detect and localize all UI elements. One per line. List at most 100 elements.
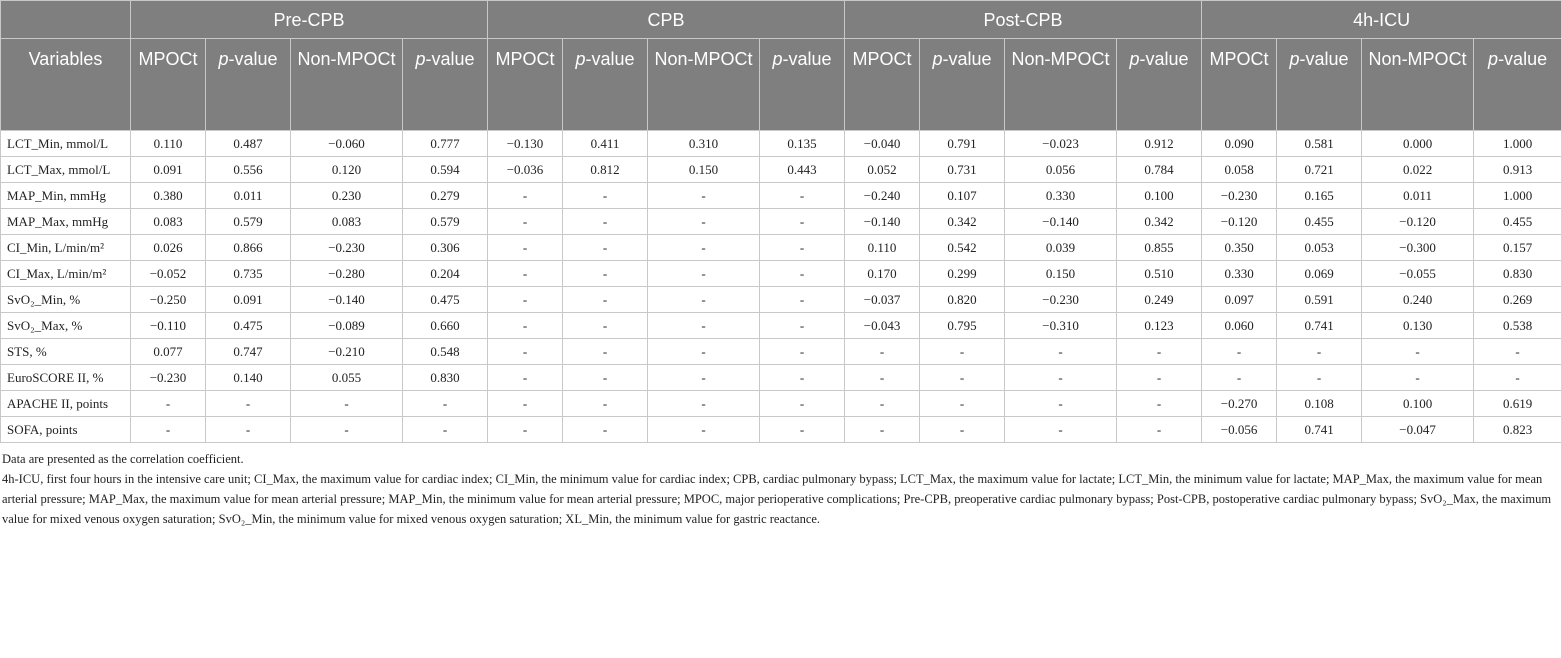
cell: 0.000 (1361, 130, 1475, 157)
cell: 0.475 (401, 286, 489, 313)
cell: 0.026 (130, 234, 206, 261)
cell: −0.089 (290, 312, 403, 339)
cell: −0.055 (1361, 260, 1475, 287)
cell: - (487, 364, 564, 391)
footnote: Data are presented as the correlation co… (2, 452, 244, 466)
cell: 0.913 (1473, 156, 1561, 183)
cell: 0.350 (1201, 234, 1278, 261)
cell: - (844, 416, 921, 443)
cell: 0.083 (290, 208, 403, 235)
cell: 0.240 (1361, 286, 1475, 313)
cell: 0.660 (401, 312, 489, 339)
cell: −0.230 (1201, 182, 1278, 209)
cell: 0.077 (130, 338, 206, 365)
row-label: MAP_Min, mmHg (0, 182, 131, 209)
cell: 0.055 (290, 364, 403, 391)
cell: 1.000 (1473, 182, 1561, 209)
group-header: 4h-ICU (1201, 0, 1561, 39)
table-row: MAP_Max, mmHg 0.083 0.579 0.083 0.579- - - - −0.… (0, 208, 1561, 235)
row-label: APACHE II, points (0, 390, 131, 417)
cell: 0.579 (205, 208, 291, 235)
cell: 0.170 (844, 260, 921, 287)
column-header: p-value (562, 38, 649, 131)
header-corner (0, 0, 131, 39)
cell: 0.011 (1361, 182, 1475, 209)
cell: −0.056 (1201, 416, 1278, 443)
cell: - (290, 416, 403, 443)
cell: 0.230 (290, 182, 403, 209)
cell: 0.594 (401, 156, 489, 183)
cell: 0.795 (919, 312, 1006, 339)
cell: −0.310 (1004, 312, 1118, 339)
cell: −0.140 (1004, 208, 1118, 235)
cell: - (1361, 338, 1475, 365)
cell: 0.011 (205, 182, 291, 209)
cell: 0.912 (1116, 130, 1203, 157)
cell: - (759, 338, 846, 365)
column-header: Non-MPOCt (1004, 38, 1118, 131)
cell: 1.000 (1473, 130, 1561, 157)
cell: −0.060 (290, 130, 403, 157)
cell: 0.411 (562, 130, 649, 157)
cell: - (759, 312, 846, 339)
cell: 0.130 (1361, 312, 1475, 339)
cell: 0.443 (759, 156, 846, 183)
cell: 0.306 (401, 234, 489, 261)
row-label: LCT_Min, mmol/L (0, 130, 131, 157)
cell: - (487, 390, 564, 417)
cell: - (401, 416, 489, 443)
group-header: Pre-CPB (129, 0, 489, 39)
cell: 0.455 (1276, 208, 1363, 235)
cell: 0.097 (1201, 286, 1278, 313)
cell: - (1201, 338, 1278, 365)
cell: - (647, 364, 761, 391)
cell: 0.091 (130, 156, 206, 183)
column-header: MPOCt (130, 38, 206, 131)
table-row: MAP_Min, mmHg 0.380 0.011 0.230 0.279- - - - −0.… (0, 182, 1561, 209)
cell: 0.279 (401, 182, 489, 209)
cell: - (562, 390, 649, 417)
cell: −0.300 (1361, 234, 1475, 261)
cell: - (562, 182, 649, 209)
cell: 0.150 (647, 156, 761, 183)
column-header: p-value (1116, 38, 1203, 131)
cell: - (487, 182, 564, 209)
cell: −0.023 (1004, 130, 1118, 157)
cell: - (844, 364, 921, 391)
table-row: CI_Min, L/min/m² 0.026 0.866 −0.230 0.306- - -… (0, 234, 1561, 261)
cell: - (487, 234, 564, 261)
cell: 0.579 (401, 208, 489, 235)
cell: −0.280 (290, 260, 403, 287)
cell: - (290, 390, 403, 417)
row-label: CI_Min, L/min/m² (0, 234, 131, 261)
cell: - (759, 234, 846, 261)
cell: 0.548 (401, 338, 489, 365)
column-header: p-value (759, 38, 846, 131)
cell: - (1116, 390, 1203, 417)
column-header: p-value (205, 38, 291, 131)
cell: 0.777 (401, 130, 489, 157)
row-label: SvO₂_Min, % (0, 286, 131, 313)
table-row: LCT_Min, mmol/L 0.110 0.487 −0.060 0.777 −0.1… (0, 130, 1561, 157)
cell: 0.342 (919, 208, 1006, 235)
cell: - (1116, 416, 1203, 443)
variables-header: Variables (0, 38, 131, 131)
cell: 0.556 (205, 156, 291, 183)
cell: 0.110 (130, 130, 206, 157)
cell: - (1004, 338, 1118, 365)
cell: −0.230 (290, 234, 403, 261)
cell: 0.108 (1276, 390, 1363, 417)
cell: - (562, 364, 649, 391)
cell: - (844, 338, 921, 365)
table-row: CI_Max, L/min/m² −0.052 0.735 −0.280 0.204- -… (0, 260, 1561, 287)
table-row: STS, % 0.077 0.747 −0.210 0.548- - - - - - - - - - - - (0, 338, 1561, 365)
cell: 0.157 (1473, 234, 1561, 261)
cell: - (647, 338, 761, 365)
cell: - (1473, 364, 1561, 391)
cell: - (487, 416, 564, 443)
cell: 0.475 (205, 312, 291, 339)
cell: 0.823 (1473, 416, 1561, 443)
row-label: EuroSCORE II, % (0, 364, 131, 391)
cell: 0.741 (1276, 416, 1363, 443)
